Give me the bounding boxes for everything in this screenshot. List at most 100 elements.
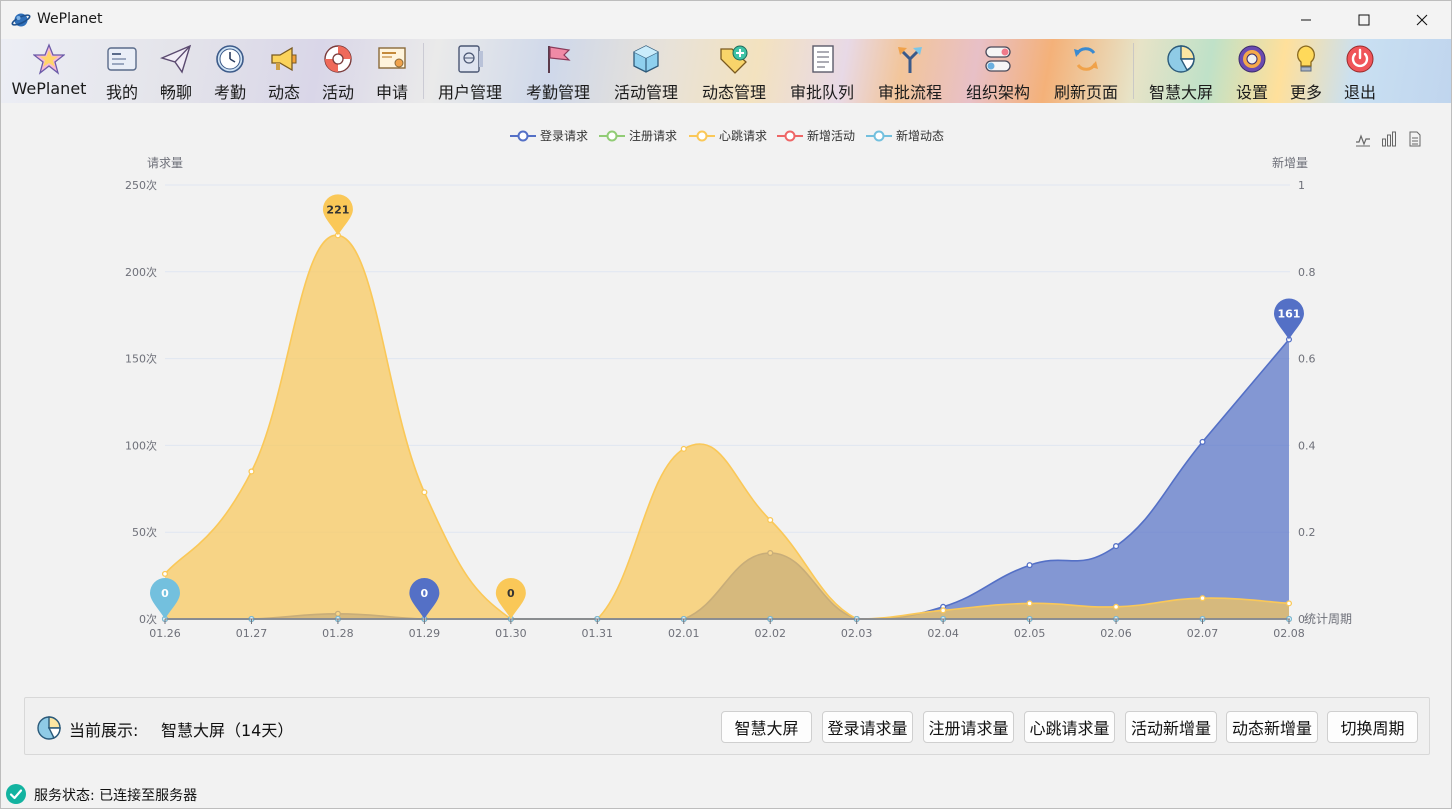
panel-button-0[interactable]: 智慧大屏 xyxy=(721,711,812,743)
legend-label: 新增动态 xyxy=(896,129,945,143)
toolbar-item-label: 畅聊 xyxy=(159,83,192,102)
point-heartbeat[interactable] xyxy=(1285,600,1293,607)
minimize-icon xyxy=(1301,19,1311,21)
data-view-icon[interactable] xyxy=(1407,131,1423,147)
legend-label: 登录请求 xyxy=(540,129,589,143)
panel-button-1[interactable]: 登录请求量 xyxy=(822,711,913,743)
title-bar: WePlanet xyxy=(1,1,1451,39)
toolbar-item-label: 用户管理 xyxy=(437,83,502,102)
toolbar-item-label: WePlanet xyxy=(11,79,87,98)
pin-shape xyxy=(322,194,353,236)
toolbar-item-chat[interactable]: 畅聊 xyxy=(154,39,198,103)
legend-item-new_activity[interactable]: 新增活动 xyxy=(777,127,855,144)
maximize-button[interactable] xyxy=(1335,1,1393,39)
panel-button-3[interactable]: 心跳请求量 xyxy=(1024,711,1115,743)
passport-icon xyxy=(458,45,483,73)
panel-button-2[interactable]: 注册请求量 xyxy=(923,711,1014,743)
point-heartbeat[interactable] xyxy=(1199,595,1206,602)
close-button[interactable] xyxy=(1393,1,1451,39)
markpoint-login[interactable]: 0 xyxy=(409,578,440,619)
pie-chart-icon xyxy=(37,716,61,740)
toolbar-item-moments[interactable]: 动态 xyxy=(262,39,306,103)
panel-button-4[interactable]: 活动新增量 xyxy=(1125,711,1217,743)
toolbar-separator xyxy=(1133,43,1134,99)
point-heartbeat[interactable] xyxy=(421,489,428,496)
toolbar-item-exit[interactable]: 退出 xyxy=(1338,39,1382,103)
toolbar-item-weplanet[interactable]: WePlanet xyxy=(9,39,89,103)
main-toolbar: WePlanet 我的 畅聊 考勤 动态 活动 申请 用户管理 考勤管理 活动管理 动态管理 审批队列… xyxy=(1,39,1451,103)
toolbar-item-more[interactable]: 更多 xyxy=(1284,39,1328,103)
legend-label: 新增活动 xyxy=(807,129,856,143)
id-card-icon xyxy=(107,47,137,71)
point-heartbeat[interactable] xyxy=(1026,600,1033,607)
pie-chart-icon xyxy=(1167,45,1195,73)
markpoint-label: 221 xyxy=(326,203,349,216)
toolbar-item-me[interactable]: 我的 xyxy=(100,39,144,103)
toolbar-item-apply[interactable]: 申请 xyxy=(370,39,414,103)
toolbar-item-user-mgmt[interactable]: 用户管理 xyxy=(432,39,508,103)
markpoint-heartbeat[interactable]: 221 xyxy=(322,194,353,236)
cube-icon xyxy=(633,45,659,73)
toolbar-item-approval-flow[interactable]: 审批流程 xyxy=(872,39,948,103)
toolbar-item-settings[interactable]: 设置 xyxy=(1230,39,1274,103)
toolbar-item-activity[interactable]: 活动 xyxy=(316,39,360,103)
point-login[interactable] xyxy=(1113,543,1120,550)
point-heartbeat[interactable] xyxy=(680,445,687,452)
refresh-icon xyxy=(1074,47,1098,71)
point-heartbeat[interactable] xyxy=(248,468,255,475)
toolbar-item-attendance[interactable]: 考勤 xyxy=(208,39,252,103)
toolbar-item-label: 更多 xyxy=(1289,83,1322,102)
y-tick-label: 150次 xyxy=(125,352,157,366)
legend-marker-icon xyxy=(866,130,892,141)
close-icon xyxy=(1416,14,1428,26)
legend-label: 注册请求 xyxy=(629,129,678,143)
clock-icon xyxy=(216,45,244,73)
markpoint-new_moment[interactable]: 0 xyxy=(150,578,180,619)
toolbar-item-label: 考勤管理 xyxy=(525,83,590,102)
line-chart-icon[interactable] xyxy=(1355,131,1371,147)
bar-chart-icon[interactable] xyxy=(1381,131,1397,147)
tag-add-icon xyxy=(720,45,748,74)
y-right-tick-label: 1 xyxy=(1298,179,1305,192)
markpoint-login[interactable]: 161 xyxy=(1273,298,1304,340)
legend-item-register[interactable]: 注册请求 xyxy=(599,127,677,144)
legend-marker-icon xyxy=(599,130,625,141)
status-bar: 服务状态: 已连接至服务器 xyxy=(1,781,1451,809)
legend-item-login[interactable]: 登录请求 xyxy=(510,127,588,144)
line-heartbeat xyxy=(164,234,1290,620)
x-tick-label: 02.02 xyxy=(754,627,786,640)
toolbar-item-attendance-mgmt[interactable]: 考勤管理 xyxy=(520,39,596,103)
legend-item-heartbeat[interactable]: 心跳请求 xyxy=(689,127,767,144)
panel-button-5[interactable]: 动态新增量 xyxy=(1226,711,1318,743)
toggles-icon xyxy=(985,46,1011,72)
toolbar-item-org[interactable]: 组织架构 xyxy=(960,39,1036,103)
toolbar-item-moments-mgmt[interactable]: 动态管理 xyxy=(696,39,772,103)
panel-button-6[interactable]: 切换周期 xyxy=(1327,711,1418,743)
toolbar-item-approval-queue[interactable]: 审批队列 xyxy=(784,39,860,103)
area-login xyxy=(165,339,1289,619)
toolbar-item-refresh[interactable]: 刷新页面 xyxy=(1048,39,1124,103)
point-heartbeat[interactable] xyxy=(767,516,774,524)
legend-item-new_moment[interactable]: 新增动态 xyxy=(866,127,944,144)
point-login[interactable] xyxy=(1199,438,1206,445)
toolbar-item-label: 设置 xyxy=(1235,83,1268,102)
toolbar-item-label: 考勤 xyxy=(213,83,246,102)
point-heartbeat[interactable] xyxy=(1113,603,1120,610)
y-axis-name: 请求量 xyxy=(147,156,183,170)
toolbar-item-label: 审批流程 xyxy=(877,83,942,102)
minimize-button[interactable] xyxy=(1277,1,1335,39)
point-login[interactable] xyxy=(1026,562,1033,569)
point-heartbeat[interactable] xyxy=(940,607,947,614)
toolbar-item-dashboard[interactable]: 智慧大屏 xyxy=(1143,39,1219,103)
y-right-axis-name: 新增量 xyxy=(1272,155,1308,170)
control-panel: 当前展示: 智慧大屏（14天） 智慧大屏 登录请求量 注册请求量 心跳请求量 活动新增量… xyxy=(24,697,1430,755)
legend-marker-icon xyxy=(689,130,715,141)
markpoint-heartbeat[interactable]: 0 xyxy=(495,578,526,619)
megaphone-icon xyxy=(271,46,297,72)
x-tick-label: 01.28 xyxy=(322,627,354,640)
toolbar-item-activity-mgmt[interactable]: 活动管理 xyxy=(608,39,684,103)
markpoint-label: 0 xyxy=(507,587,515,600)
chart-legend: 登录请求 注册请求 心跳请求 新增活动 新增动态 xyxy=(1,127,1451,147)
point-heartbeat[interactable] xyxy=(161,570,169,577)
